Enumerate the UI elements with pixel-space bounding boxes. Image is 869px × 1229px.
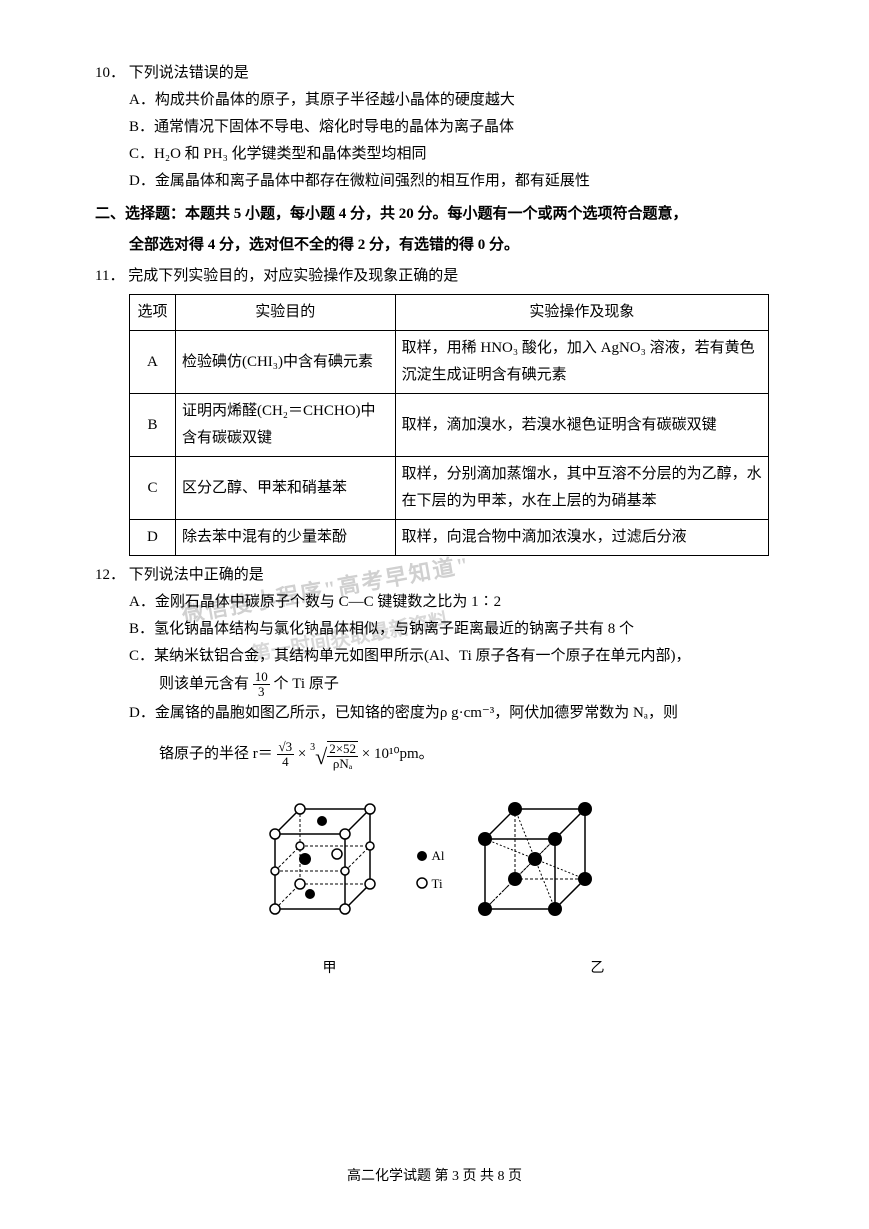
legend-al: Al <box>416 844 445 867</box>
rad-num: 2×52 <box>327 742 358 757</box>
crystal-yi-svg <box>465 794 615 944</box>
table-row: C 区分乙醇、甲苯和硝基苯 取样，分别滴加蒸馏水，其中互溶不分层的为乙醇，水在下… <box>130 457 769 520</box>
question-10: 10． 下列说法错误的是 A．构成共价晶体的原子，其原子半径越小晶体的硬度越大 … <box>95 60 774 195</box>
table-header-row: 选项 实验目的 实验操作及现象 <box>130 295 769 331</box>
q11-stem: 完成下列实验目的，对应实验操作及现象正确的是 <box>128 268 458 284</box>
q12-options: A．金刚石晶体中碳原子个数与 C—C 键键数之比为 1∶2 B．氢化钠晶体结构与… <box>95 589 774 727</box>
row-a-op: 取样，用稀 HNO₃ 酸化，加入 AgNO₃ 溶液，若有黄色沉淀生成证明含有碘元… <box>395 331 768 394</box>
q11-num: 11． <box>95 268 124 284</box>
crystal-diagrams: Al Ti 甲 <box>95 794 774 981</box>
q12-option-a: A．金刚石晶体中碳原子个数与 C—C 键键数之比为 1∶2 <box>129 589 774 616</box>
c-fraction: 10 3 <box>253 670 270 700</box>
q12-option-d-formula: 铬原子的半径 r＝ √3 4 × 3√ 2×52 ρNₐ × 10¹⁰pm。 <box>95 735 774 775</box>
row-b-op: 取样，滴加溴水，若溴水褪色证明含有碳碳双键 <box>395 394 768 457</box>
table-row: D 除去苯中混有的少量苯酚 取样，向混合物中滴加浓溴水，过滤后分液 <box>130 520 769 556</box>
d-frac1-den: 4 <box>277 755 295 769</box>
q10-options: A．构成共价晶体的原子，其原子半径越小晶体的硬度越大 B．通常情况下固体不导电、… <box>95 87 774 195</box>
q10-option-a: A．构成共价晶体的原子，其原子半径越小晶体的硬度越大 <box>129 87 774 114</box>
row-d-opt: D <box>130 520 176 556</box>
d-frac1: √3 4 <box>277 740 295 770</box>
row-d-op: 取样，向混合物中滴加浓溴水，过滤后分液 <box>395 520 768 556</box>
row-a-opt: A <box>130 331 176 394</box>
d-cube-root: 3√ 2×52 ρNₐ <box>310 735 358 775</box>
diagram-jia-label: 甲 <box>255 956 405 981</box>
legend-al-label: Al <box>432 844 445 867</box>
q10-option-c: C．H₂O 和 PH₃ 化学键类型和晶体类型均相同 <box>129 141 774 168</box>
q12-option-c-line2: 则该单元含有 10 3 个 Ti 原子 <box>129 670 774 700</box>
d-times1: × <box>298 746 310 762</box>
c-after: 个 Ti 原子 <box>274 676 339 692</box>
diagram-yi-label: 乙 <box>465 956 615 981</box>
rad-den: ρNₐ <box>327 757 358 771</box>
radical-body: 2×52 ρNₐ <box>327 741 358 772</box>
section-2-header-line1: 二、选择题：本题共 5 小题，每小题 4 分，共 20 分。每小题有一个或两个选… <box>95 201 774 228</box>
d-times2: × 10¹⁰pm。 <box>362 746 434 762</box>
row-c-op: 取样，分别滴加蒸馏水，其中互溶不分层的为乙醇，水在下层的为甲苯，水在上层的为硝基… <box>395 457 768 520</box>
table-row: A 检验碘仿(CHI₃)中含有碘元素 取样，用稀 HNO₃ 酸化，加入 AgNO… <box>130 331 769 394</box>
q10-num: 10． <box>95 65 125 81</box>
c-frac-den: 3 <box>253 685 270 699</box>
legend-ti: Ti <box>416 872 445 895</box>
q12-option-b: B．氢化钠晶体结构与氯化钠晶体相似，与钠离子距离最近的钠离子共有 8 个 <box>129 616 774 643</box>
q10-option-b: B．通常情况下固体不导电、熔化时导电的晶体为离子晶体 <box>129 114 774 141</box>
q10-option-d: D．金属晶体和离子晶体中都存在微粒间强烈的相互作用，都有延展性 <box>129 168 774 195</box>
question-11: 11． 完成下列实验目的，对应实验操作及现象正确的是 选项 实验目的 实验操作及… <box>95 263 774 556</box>
d-frac1-num: √3 <box>277 740 295 755</box>
table-row: B 证明丙烯醛(CH₂＝CHCHO)中含有碳碳双键 取样，滴加溴水，若溴水褪色证… <box>130 394 769 457</box>
q12-stem: 下列说法中正确的是 <box>129 567 264 583</box>
header-operation: 实验操作及现象 <box>395 295 768 331</box>
row-c-purpose: 区分乙醇、甲苯和硝基苯 <box>175 457 395 520</box>
diagram-jia: Al Ti 甲 <box>255 794 405 981</box>
row-c-opt: C <box>130 457 176 520</box>
q12-num: 12． <box>95 567 125 583</box>
row-d-purpose: 除去苯中混有的少量苯酚 <box>175 520 395 556</box>
diagram-yi: 乙 <box>465 794 615 981</box>
diagram-legend: Al Ti <box>416 844 445 899</box>
c-before: 则该单元含有 <box>159 676 249 692</box>
question-12: 12． 下列说法中正确的是 A．金刚石晶体中碳原子个数与 C—C 键键数之比为 … <box>95 562 774 774</box>
d-before: 铬原子的半径 r＝ <box>159 746 273 762</box>
crystal-jia-svg <box>255 794 405 944</box>
row-b-opt: B <box>130 394 176 457</box>
row-a-purpose: 检验碘仿(CHI₃)中含有碘元素 <box>175 331 395 394</box>
row-b-purpose: 证明丙烯醛(CH₂＝CHCHO)中含有碳碳双键 <box>175 394 395 457</box>
page-footer: 高二化学试题 第 3 页 共 8 页 <box>0 1164 869 1189</box>
q10-stem: 下列说法错误的是 <box>129 65 249 81</box>
q11-table: 选项 实验目的 实验操作及现象 A 检验碘仿(CHI₃)中含有碘元素 取样，用稀… <box>129 294 769 556</box>
header-option: 选项 <box>130 295 176 331</box>
c-frac-num: 10 <box>253 670 270 685</box>
section-2-header-line2: 全部选对得 4 分，选对但不全的得 2 分，有选错的得 0 分。 <box>95 232 774 259</box>
legend-ti-label: Ti <box>432 872 443 895</box>
header-purpose: 实验目的 <box>175 295 395 331</box>
q12-option-d-line1: D．金属铬的晶胞如图乙所示，已知铬的密度为ρ g·cm⁻³，阿伏加德罗常数为 N… <box>129 700 774 727</box>
q12-option-c-line1: C．某纳米钛铝合金，其结构单元如图甲所示(Al、Ti 原子各有一个原子在单元内部… <box>129 643 774 670</box>
